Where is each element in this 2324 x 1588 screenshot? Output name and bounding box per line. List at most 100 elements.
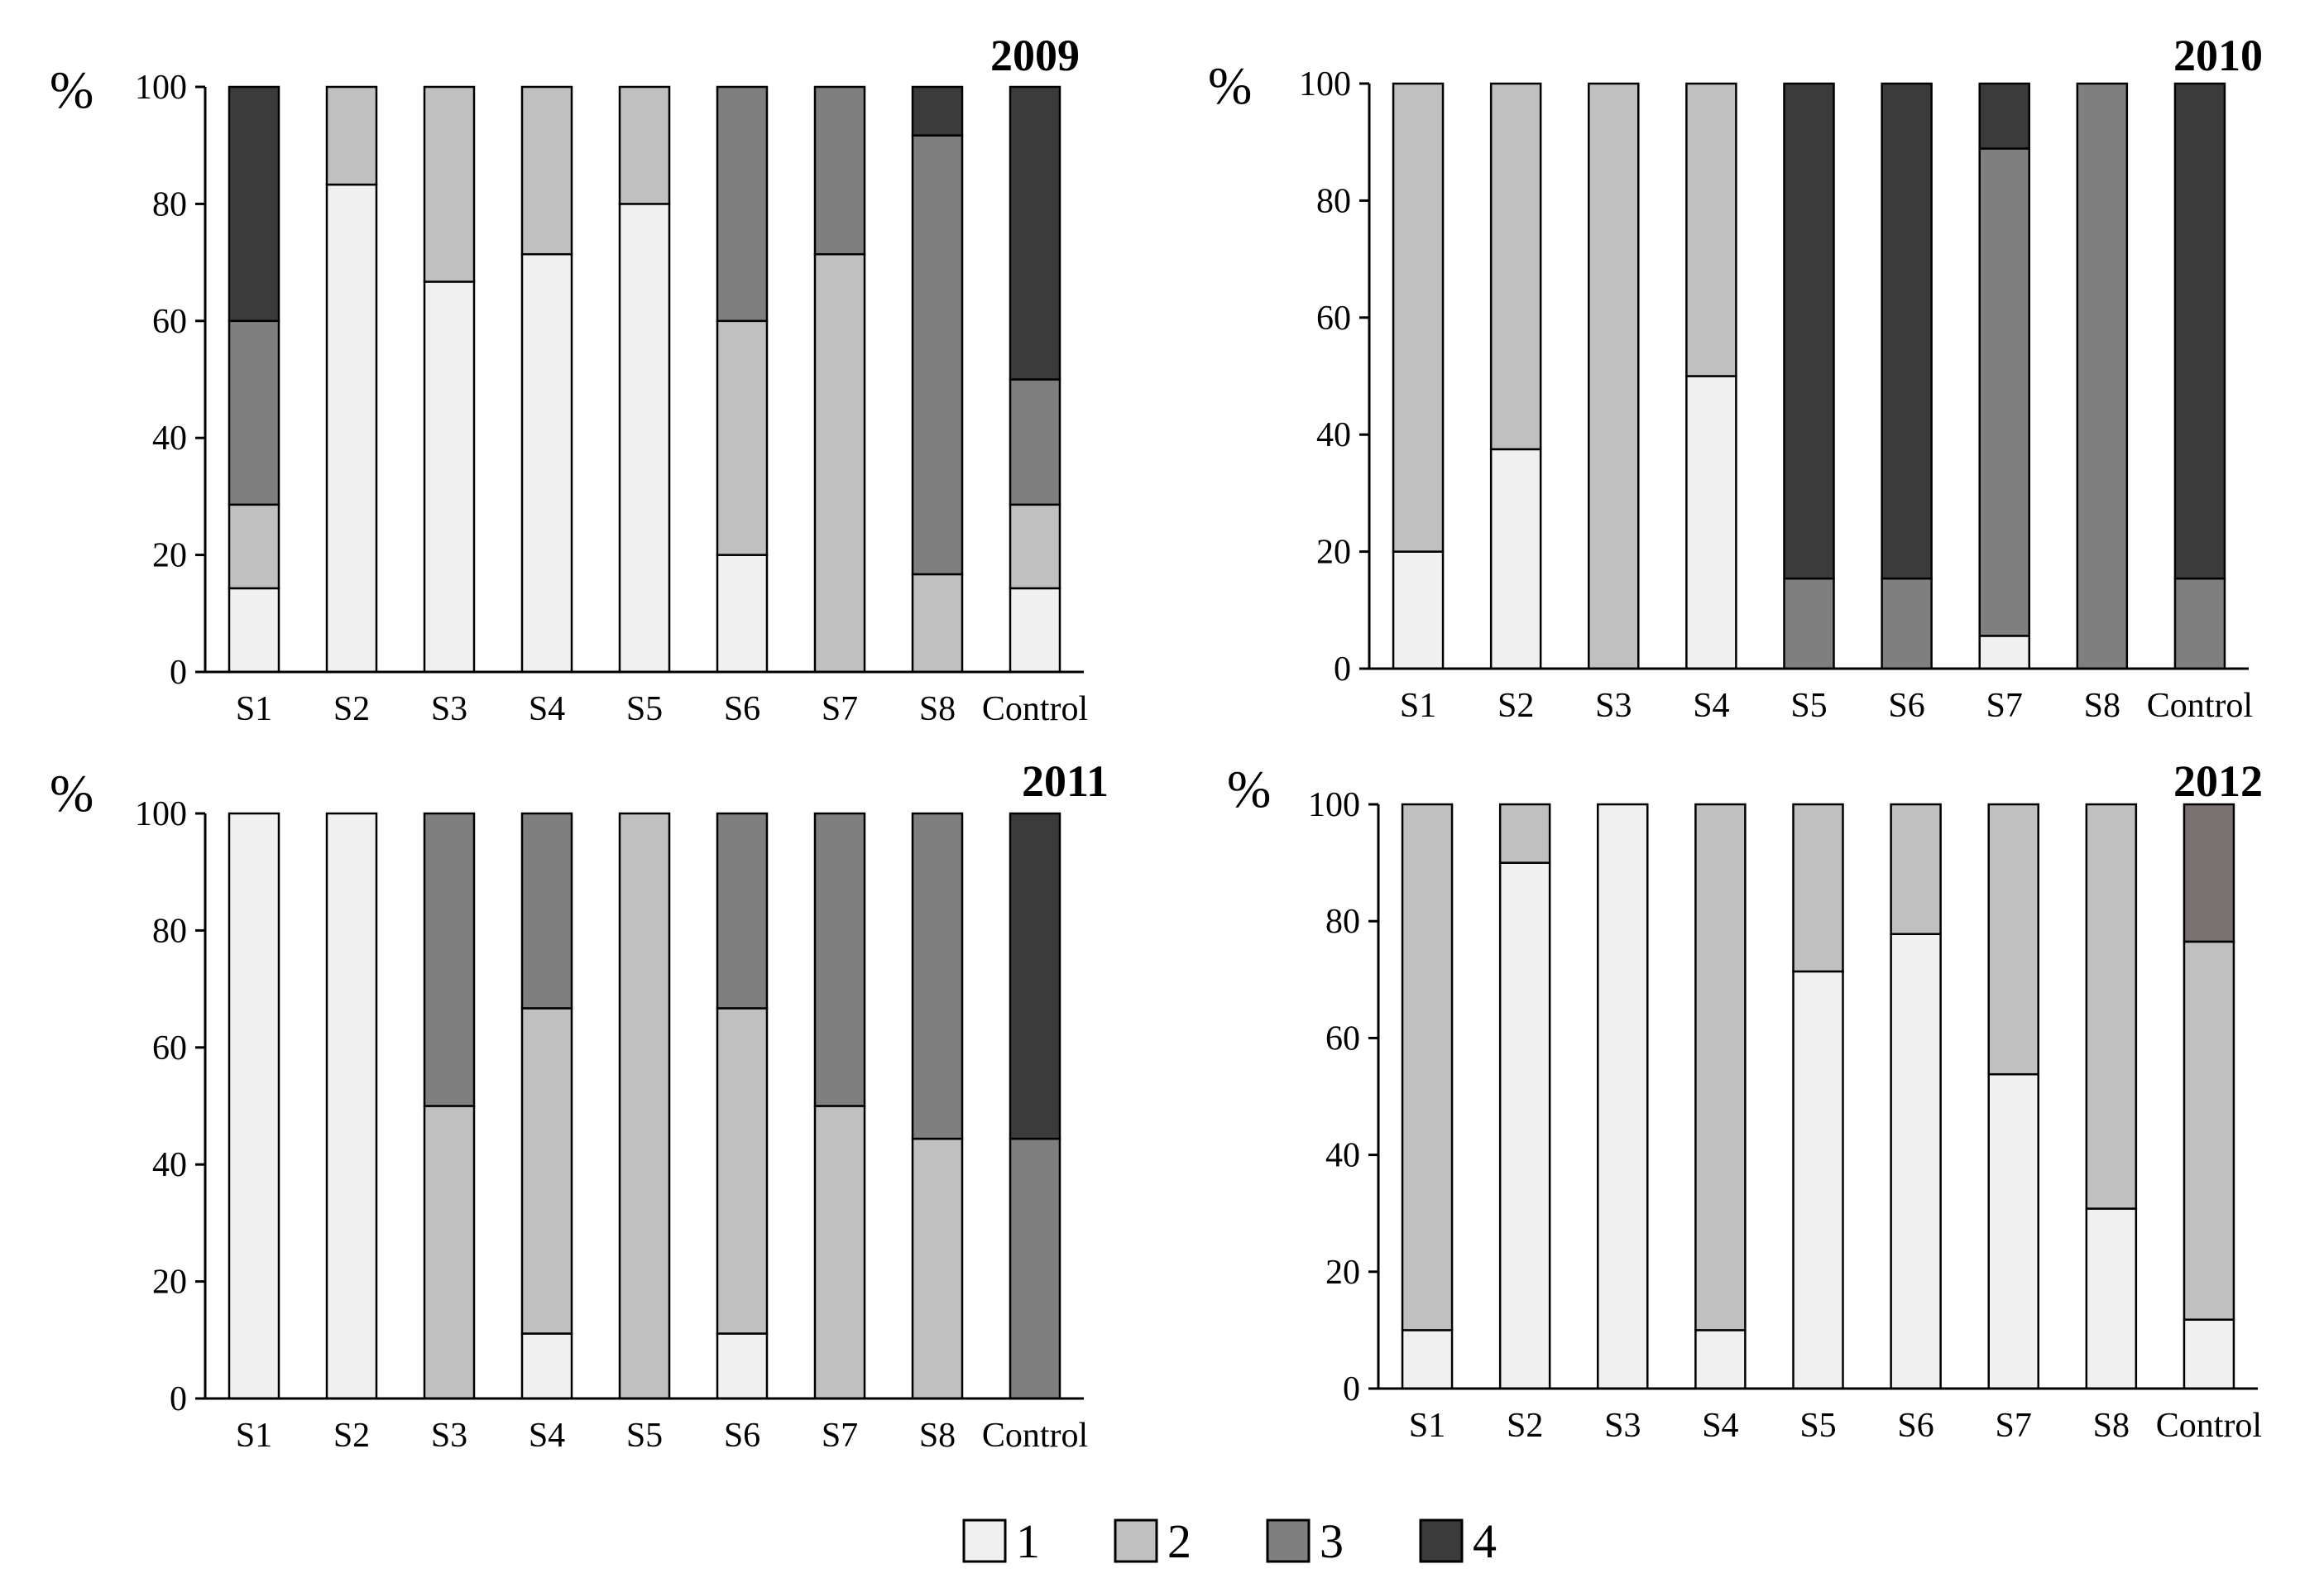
y-tick-label: 80 xyxy=(1316,182,1351,220)
y-tick-label: 20 xyxy=(152,537,187,575)
x-tick-label: S6 xyxy=(724,1417,760,1455)
bar-segment-1 xyxy=(2183,1318,2235,1390)
x-tick-label: S6 xyxy=(724,690,760,728)
legend-label-3: 3 xyxy=(1320,1514,1344,1568)
legend-item-4: 4 xyxy=(1419,1514,1497,1568)
legend-item-2: 2 xyxy=(1114,1514,1191,1568)
bar-segment-3 xyxy=(716,812,769,1010)
bar-segment-1 xyxy=(1694,1329,1747,1390)
x-tick-label: S1 xyxy=(1400,687,1436,725)
bar-segment-2 xyxy=(423,1105,476,1400)
y-tick-label: 60 xyxy=(1316,300,1351,338)
legend-swatch-4 xyxy=(1419,1518,1464,1563)
bar-segment-2 xyxy=(618,85,671,205)
bar-segment-2 xyxy=(1987,803,2039,1076)
bar-segment-4 xyxy=(1881,82,1933,580)
chart-2009: % 2009 0 20 40 60 80 100 S1 S2 S3 S4 S5 S6 S7 S8 Contr… xyxy=(50,31,1088,728)
bar-segment-4 xyxy=(2173,82,2226,580)
bar-segment-2 xyxy=(1890,803,1942,935)
bar-segment-2 xyxy=(1694,803,1747,1331)
bar-segment-3 xyxy=(716,85,769,323)
bar-segment-3 xyxy=(1881,577,1933,670)
bar-segment-2 xyxy=(716,319,769,556)
y-tick-label: 20 xyxy=(152,1264,187,1302)
bar-segment-1 xyxy=(1792,970,1844,1390)
bar-segment-1 xyxy=(1890,933,1942,1390)
y-tick-label: 60 xyxy=(152,303,187,341)
bar-segment-2 xyxy=(1685,82,1737,377)
chart-title: 2009 xyxy=(990,31,1080,80)
x-tick-label: Control xyxy=(982,1417,1088,1455)
bar-segment-1 xyxy=(1489,448,1542,670)
y-tick-label: 40 xyxy=(152,1146,187,1184)
bar-segment-2 xyxy=(1588,82,1640,670)
bar-segment-2 xyxy=(911,1137,964,1400)
x-tick-label: S6 xyxy=(1888,687,1924,725)
bar-segment-2 xyxy=(228,503,280,590)
bar-segment-1 xyxy=(228,587,280,674)
bar-segment-2 xyxy=(1401,803,1454,1331)
x-tick-label: Control xyxy=(2156,1407,2262,1445)
y-tick-label: 60 xyxy=(1325,1019,1360,1058)
x-tick-label: S7 xyxy=(822,690,858,728)
bar-segment-3 xyxy=(1009,1137,1061,1400)
bar-segment-1 xyxy=(423,281,476,674)
y-tick-label: 0 xyxy=(170,654,187,692)
y-tick-label: 20 xyxy=(1325,1254,1360,1292)
bar-segment-1 xyxy=(520,1332,573,1400)
x-tick-label: S5 xyxy=(626,690,663,728)
bar-segment-1 xyxy=(1498,861,1551,1390)
x-tick-label: Control xyxy=(982,690,1088,728)
bar-segment-2 xyxy=(2085,803,2138,1210)
y-tick-label: 40 xyxy=(1325,1137,1360,1175)
y-tick-label: 100 xyxy=(1308,786,1360,824)
legend-swatch-1 xyxy=(962,1518,1007,1563)
bar-segment-3 xyxy=(520,812,573,1010)
x-tick-label: S5 xyxy=(626,1417,663,1455)
bar-segment-2 xyxy=(1392,82,1445,553)
y-tick-label: 40 xyxy=(152,420,187,458)
bar-segment-2 xyxy=(716,1007,769,1335)
y-tick-label: 80 xyxy=(1325,903,1360,941)
x-tick-label: S1 xyxy=(236,690,272,728)
legend-label-4: 4 xyxy=(1473,1514,1497,1568)
x-tick-label: S7 xyxy=(1986,687,2023,725)
chart-title: 2010 xyxy=(2173,31,2263,80)
y-tick-label: 0 xyxy=(170,1380,187,1418)
bar-segment-3 xyxy=(911,812,964,1140)
y-tick-label: 60 xyxy=(152,1029,187,1067)
legend-label-1: 1 xyxy=(1016,1514,1040,1568)
y-tick-label: 20 xyxy=(1316,534,1351,572)
bar-segment-4 xyxy=(228,85,280,323)
legend-item-3: 3 xyxy=(1266,1514,1344,1568)
bar-segment-2 xyxy=(911,573,964,674)
x-tick-label: S8 xyxy=(2084,687,2120,725)
x-tick-label: S2 xyxy=(1507,1407,1543,1445)
bar-segment-2 xyxy=(1792,803,1844,973)
y-unit-label: % xyxy=(50,60,93,119)
bar-segment-3 xyxy=(813,85,866,256)
chart-2010: % 2010 0 20 40 60 80 100 S1 S2 S3 S4 S5 S6 S7 S8 Contr… xyxy=(1208,31,2263,725)
bar-segment-1 xyxy=(228,812,280,1400)
bar-segment-1 xyxy=(325,812,378,1400)
x-tick-label: S4 xyxy=(529,690,565,728)
bar-segment-2 xyxy=(423,85,476,283)
legend-swatch-2 xyxy=(1114,1518,1158,1563)
bar-segment-4 xyxy=(1783,82,1835,580)
chart-2011: % 2011 0 20 40 60 80 100 S1 S2 S3 S4 S5 S6 S7 S8 Contr… xyxy=(50,756,1109,1455)
x-tick-label: S8 xyxy=(2093,1407,2130,1445)
x-tick-label: S2 xyxy=(1497,687,1534,725)
bar-segment-1 xyxy=(716,1332,769,1400)
legend-item-1: 1 xyxy=(962,1514,1040,1568)
chart-title: 2011 xyxy=(1022,756,1109,806)
bar-segment-3 xyxy=(813,812,866,1107)
x-tick-label: S5 xyxy=(1790,687,1827,725)
y-tick-label: 0 xyxy=(1334,650,1351,688)
bar-segment-3 xyxy=(423,812,476,1107)
bar-segment-4 xyxy=(1009,812,1061,1140)
x-tick-label: S2 xyxy=(333,1417,370,1455)
bar-segment-2 xyxy=(1009,503,1061,590)
bar-segment-4 xyxy=(911,85,964,137)
x-tick-label: S5 xyxy=(1799,1407,1836,1445)
bar-segment-2 xyxy=(813,1105,866,1400)
